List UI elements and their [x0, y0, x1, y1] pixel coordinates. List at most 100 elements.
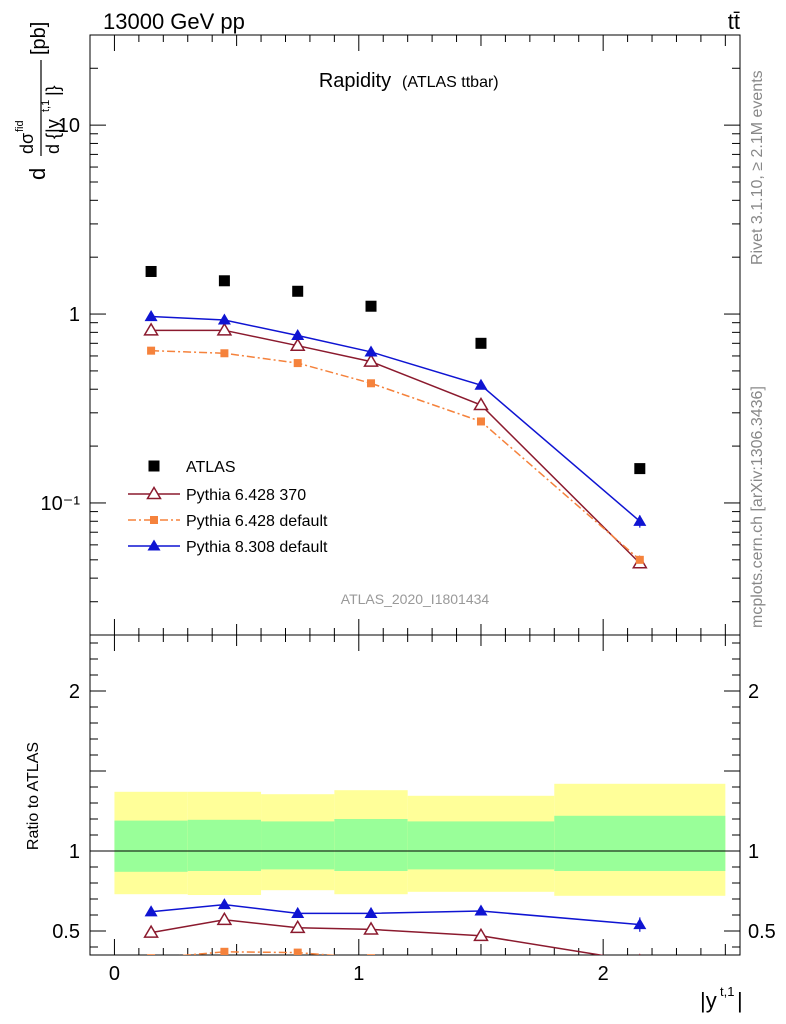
data-point — [633, 514, 647, 526]
data-point — [291, 328, 305, 341]
main-title: Rapidity — [319, 70, 391, 92]
series-pythia-8-308-default — [144, 310, 647, 528]
data-point — [147, 954, 156, 955]
ratio-bands — [90, 783, 740, 896]
data-point — [217, 313, 231, 325]
series-line — [151, 329, 641, 564]
main-y-tick-label: 1 — [69, 304, 80, 326]
svg-text:d: d — [25, 168, 50, 180]
uncertainty-band-inner — [407, 821, 555, 870]
data-point — [634, 463, 646, 475]
data-point — [147, 539, 161, 551]
watermark: ATLAS_2020_I1801434 — [341, 591, 490, 607]
data-point — [143, 924, 159, 938]
svg-text:dσ: dσ — [17, 133, 37, 154]
svg-text:d {|y: d {|y — [43, 119, 63, 154]
series-atlas — [145, 265, 646, 475]
svg-text:|: | — [737, 988, 743, 1013]
data-point — [473, 927, 489, 942]
uncertainty-band-inner — [114, 820, 188, 872]
data-point — [147, 346, 156, 355]
main-y-tick-labels: 10⁻¹ 1 10 — [41, 115, 81, 515]
data-point — [474, 904, 488, 916]
legend-label: Pythia 6.428 default — [186, 513, 328, 530]
svg-text:|}: |} — [43, 85, 63, 96]
x-tick-labels: 0 1 2 — [109, 963, 609, 985]
ratio-y-tick-labels: 0.5 0.5 1 1 2 2 — [52, 681, 776, 943]
data-point — [292, 285, 304, 297]
legend-entry: Pythia 6.428 default — [128, 513, 328, 530]
ratio-y-tick-label-right: 0.5 — [748, 921, 776, 943]
data-point — [216, 322, 233, 336]
uncertainty-band-inner — [554, 815, 726, 871]
header-right-label: tt̄ — [728, 9, 740, 34]
main-panel: 10⁻¹ 1 10 Rapidity (ATLAS ttbar) ATLAS_202… — [14, 22, 741, 636]
svg-text:fid: fid — [14, 120, 26, 132]
data-point — [293, 359, 302, 368]
legend-label: ATLAS — [186, 459, 236, 476]
legend: ATLAS Pythia 6.428 370 Pythia 6.428 defaul… — [128, 459, 328, 556]
main-y-tick-label: 10 — [58, 115, 80, 137]
mcplots-label: mcplots.cern.ch [arXiv:1306.3436] — [749, 386, 766, 628]
legend-label: Pythia 8.308 default — [186, 539, 328, 556]
data-point — [473, 397, 489, 411]
data-point — [477, 957, 485, 965]
series-pythia-6-428-default — [147, 346, 644, 564]
data-point — [367, 379, 376, 388]
data-point — [146, 486, 162, 500]
uncertainty-band-inner — [187, 819, 262, 871]
ratio-series-pythia-6-428-370 — [143, 911, 641, 955]
ratio-y-tick-label: 2 — [69, 681, 80, 703]
data-point — [363, 921, 379, 935]
series-line — [151, 349, 641, 561]
main-y-axis-label: d dσ fid d {|y t,1 |} [pb] — [14, 22, 63, 180]
data-point — [144, 310, 158, 322]
data-point — [148, 460, 160, 472]
svg-text:[pb]: [pb] — [28, 22, 50, 55]
svg-text:t,1: t,1 — [720, 984, 734, 999]
ratio-series-pythia-6-428-default — [147, 947, 485, 965]
ratio-panel: 0.5 0.5 1 1 2 2 Ratio to ATLAS 0 1 2 |y t,1 | — [25, 634, 776, 1013]
header-left-label: 13000 GeV pp — [103, 9, 245, 34]
ratio-axis-ticks — [89, 635, 740, 955]
data-point — [144, 905, 158, 917]
data-point — [365, 300, 377, 312]
svg-text:|y: |y — [700, 988, 717, 1013]
legend-entry: Pythia 8.308 default — [128, 539, 328, 556]
ratio-series-line — [150, 919, 605, 955]
main-y-tick-label: 10⁻¹ — [41, 493, 81, 515]
main-subtitle: (ATLAS ttbar) — [402, 74, 499, 91]
data-point — [367, 954, 376, 955]
ratio-y-tick-label: 1 — [69, 841, 80, 863]
data-point — [143, 322, 159, 336]
data-point — [218, 275, 230, 287]
ratio-y-tick-label: 0.5 — [52, 921, 80, 943]
data-point — [474, 378, 488, 390]
main-series-group — [143, 265, 648, 569]
x-tick-label: 0 — [109, 963, 120, 985]
data-point — [293, 948, 302, 955]
data-point — [638, 953, 641, 955]
ratio-series-group — [143, 898, 647, 965]
svg-text:t,1: t,1 — [40, 100, 52, 112]
main-axis-ticks — [89, 34, 740, 636]
data-point — [217, 898, 231, 910]
ratio-series-line — [151, 903, 640, 926]
ratio-y-tick-label-right: 2 — [748, 681, 759, 703]
data-point — [476, 417, 485, 426]
uncertainty-band-inner — [261, 821, 335, 870]
data-point — [220, 349, 229, 358]
legend-label: Pythia 6.428 370 — [186, 487, 306, 504]
data-point — [216, 911, 233, 926]
x-tick-label: 2 — [598, 963, 609, 985]
uncertainty-band-inner — [334, 819, 408, 871]
ratio-series-pythia-8-308-default — [144, 898, 647, 932]
series-line — [151, 315, 641, 522]
x-tick-label: 1 — [353, 963, 364, 985]
x-axis-label: |y t,1 | — [700, 984, 743, 1013]
data-point — [150, 516, 158, 524]
data-point — [364, 345, 378, 357]
data-point — [289, 337, 306, 351]
ratio-y-axis-label: Ratio to ATLAS — [25, 742, 42, 850]
